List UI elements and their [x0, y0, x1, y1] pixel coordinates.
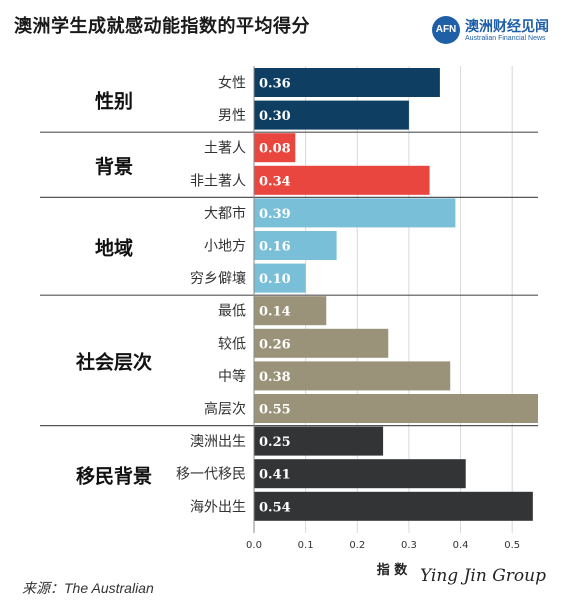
x-tick-label: 0.4 [453, 540, 469, 551]
category-label: 中等 [218, 368, 246, 385]
bar [254, 100, 409, 130]
category-label: 移一代移民 [176, 467, 246, 483]
bar [254, 231, 337, 260]
category-label: 土著人 [204, 141, 246, 157]
x-tick-label: 0.5 [504, 540, 520, 551]
logo-subtitle: Australian Financial News [465, 35, 546, 42]
bar-value-label: 0.26 [259, 337, 291, 352]
bar [254, 198, 456, 228]
bar-value-label: 0.36 [259, 77, 291, 92]
bar-value-label: 0.10 [259, 272, 291, 287]
category-label: 高层次 [204, 401, 246, 418]
group-label: 地域 [95, 236, 133, 259]
bar-value-label: 0.14 [259, 305, 291, 320]
category-label: 穷乡僻壤 [190, 270, 246, 287]
category-label: 最低 [218, 304, 246, 320]
bar-value-label: 0.30 [259, 109, 291, 124]
bar [254, 68, 440, 97]
bar-value-label: 0.54 [259, 500, 291, 515]
chart-title: 澳洲学生成就感动能指数的平均得分 [14, 16, 310, 37]
afn-badge-icon: AFN [432, 16, 460, 44]
source-note: 来源：The Australian [22, 580, 154, 596]
bar [254, 296, 327, 326]
group-label: 性别 [95, 90, 133, 113]
category-label: 海外出生 [190, 499, 246, 515]
bar-value-label: 0.41 [259, 468, 291, 483]
bar-value-label: 0.39 [259, 207, 291, 222]
bar [254, 133, 296, 163]
logo-name: 澳洲财经见闻 [465, 19, 549, 35]
group-label: 移民背景 [76, 465, 152, 488]
x-tick-label: 0.1 [298, 540, 314, 551]
bar [254, 459, 466, 489]
bar [254, 263, 306, 293]
bar-value-label: 0.38 [259, 370, 291, 385]
bar [254, 165, 430, 195]
x-tick-label: 0.0 [246, 540, 262, 551]
group-label: 社会层次 [75, 350, 152, 373]
category-label: 较低 [218, 336, 246, 352]
category-label: 澳洲出生 [190, 434, 246, 450]
bar [254, 328, 389, 358]
group-label: 背景 [95, 155, 133, 178]
category-label: 男性 [218, 108, 246, 124]
category-label: 大都市 [204, 205, 246, 222]
signature: Ying Jin Group [420, 566, 546, 586]
x-tick-label: 0.2 [349, 540, 365, 551]
category-label: 小地方 [204, 239, 246, 255]
bar-value-label: 0.55 [259, 403, 291, 418]
category-label: 女性 [218, 75, 246, 92]
category-label: 非土著人 [190, 173, 246, 189]
bar [254, 361, 451, 391]
bar-value-label: 0.25 [259, 435, 291, 450]
bar [254, 491, 533, 521]
afn-logo: AFN 澳洲财经见闻 Australian Financial News [432, 14, 562, 50]
bar [254, 426, 384, 456]
bar-value-label: 0.16 [259, 240, 291, 255]
x-axis-label: 指 数 [377, 562, 409, 578]
bar [254, 394, 538, 423]
bar-value-label: 0.34 [259, 174, 291, 189]
bar-value-label: 0.08 [259, 142, 291, 157]
x-tick-label: 0.3 [401, 540, 417, 551]
